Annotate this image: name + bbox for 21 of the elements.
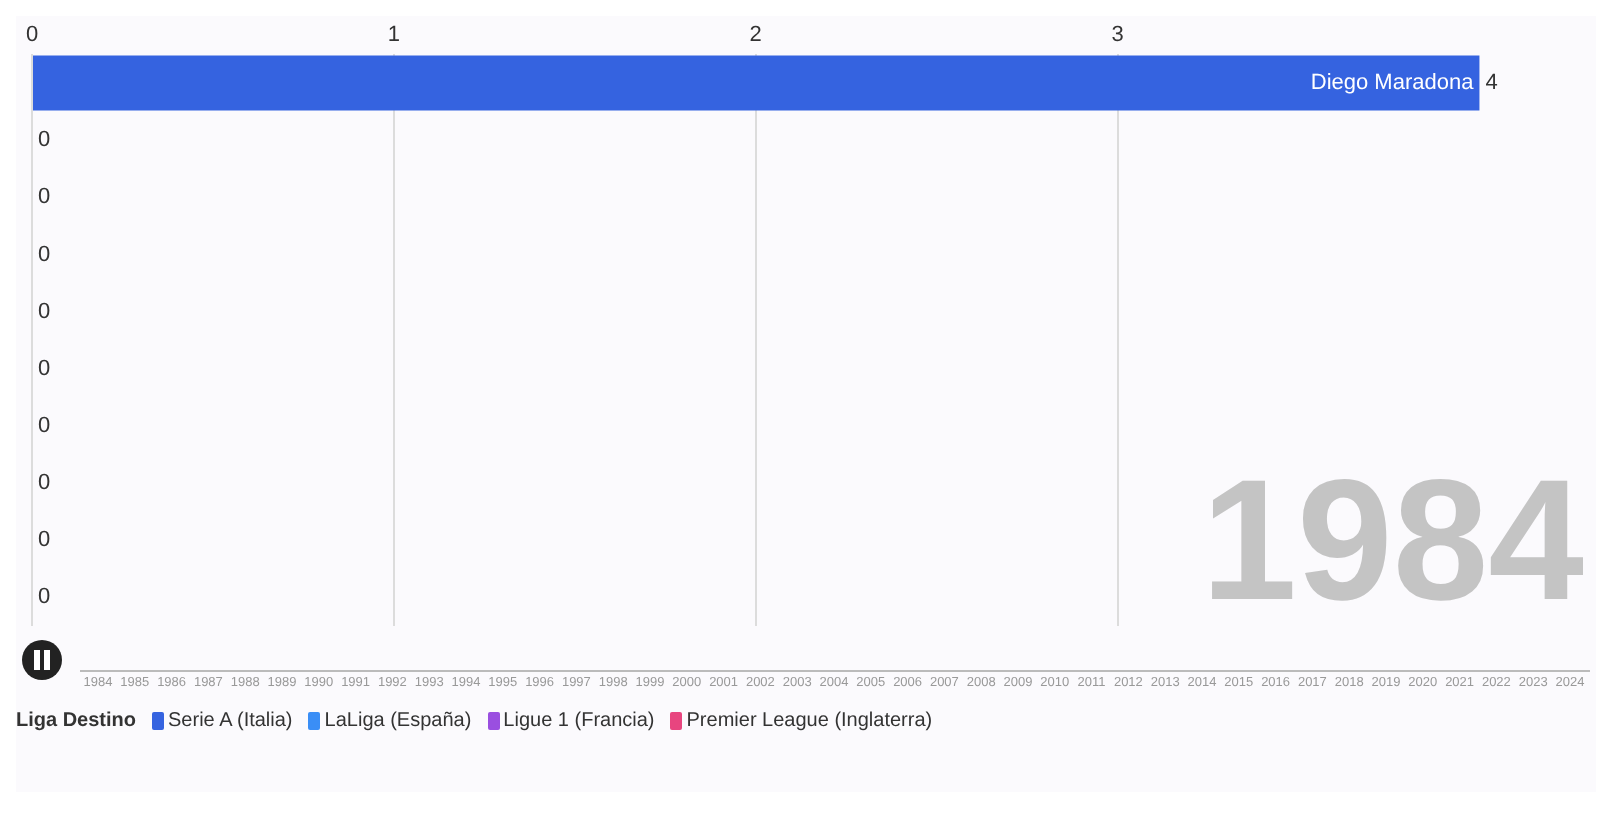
legend-label: LaLiga (España): [322, 710, 472, 732]
legend-label: Ligue 1 (Francia): [501, 710, 655, 732]
annotation: 1984: [1201, 445, 1585, 638]
data-label: 0: [38, 471, 51, 496]
legend-label: Premier League (Inglaterra): [684, 710, 933, 732]
data-label: 0: [38, 356, 51, 381]
x-tick-label: 0: [25, 23, 39, 48]
x-tick-label: 1: [387, 23, 400, 48]
data-label: 0: [38, 242, 51, 267]
legend-title: Liga Destino: [16, 710, 137, 732]
x-tick-label: 2: [749, 23, 762, 48]
y-tick-label: Diego Maradona: [1310, 71, 1476, 96]
data-label: 0: [38, 585, 51, 610]
data-label: 4: [1485, 71, 1498, 96]
data-label: 0: [38, 299, 51, 324]
data-label: 0: [38, 414, 51, 438]
legend-label: Serie A (Italia): [166, 710, 293, 732]
data-label: 0: [38, 185, 51, 210]
data-label: 0: [38, 528, 51, 553]
x-tick-label: 3: [1111, 23, 1124, 48]
data-label: 0: [38, 128, 51, 153]
